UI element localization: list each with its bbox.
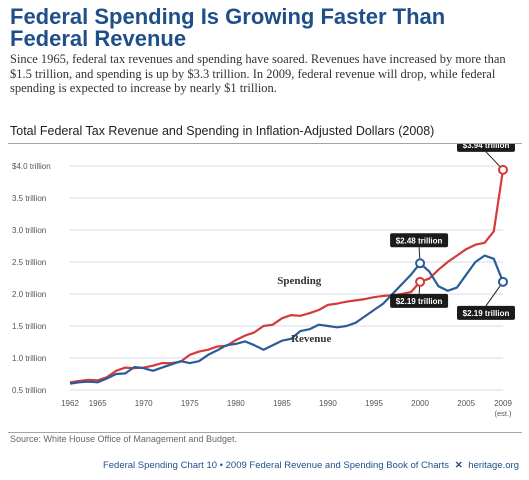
series-label-spending: Spending [277,275,322,287]
series-label-revenue: Revenue [291,333,331,345]
annotation-label: $2.48 trillion [396,236,443,245]
line-chart: 0.5 trillion 1.0 trillion 1.5 trillion 2.0 … [12,144,515,418]
x-tick-label: 2009 [494,399,512,408]
annotation-marker [415,276,426,287]
y-tick-label: 1.5 trillion [12,322,46,331]
annotation-marker [498,276,508,287]
x-tick-sublabel: (est.) [494,409,512,418]
annotation-box [457,144,515,152]
heritage-bell-icon: ✕ [454,460,463,471]
source-note: Source: White House Office of Management… [10,434,237,444]
y-tick-label: $4.0 trillion [12,162,51,171]
annotation-label: $2.19 trillion [463,309,510,318]
x-tick-label: 1990 [319,399,337,408]
x-tick-label: 1962 [61,399,79,408]
footer-site: heritage.org [468,460,519,471]
x-tick-label: 2000 [411,399,429,408]
x-tick-label: 1975 [181,399,199,408]
y-tick-label: 3.0 trillion [12,226,46,235]
y-tick-label: 3.5 trillion [12,194,46,203]
x-tick-label: 2005 [457,399,475,408]
x-tick-label: 1985 [273,399,291,408]
annotation-marker [498,164,508,175]
y-tick-label: 0.5 trillion [12,386,46,395]
annotation-label: $2.19 trillion [396,297,443,306]
y-tick-label: 2.0 trillion [12,290,46,299]
annotation-marker [415,258,426,269]
annotation-label: $3.94 trillion [463,144,510,150]
x-tick-label: 1980 [227,399,245,408]
chart-area: 0.5 trillion 1.0 trillion 1.5 trillion 2.0 … [8,143,522,433]
x-tick-label: 1970 [135,399,153,408]
y-tick-label: 1.0 trillion [12,354,46,363]
annotation-box [390,233,449,248]
x-tick-label: 1965 [89,399,107,408]
annotation-box [457,305,515,320]
intro-paragraph: Since 1965, federal tax revenues and spe… [10,52,506,95]
footer-bar: Federal Spending Chart 10 • 2009 Federal… [0,451,529,480]
x-tick-label: 1995 [365,399,383,408]
annotation-box [390,293,449,308]
footer-credit: Federal Spending Chart 10 • 2009 Federal… [102,460,450,471]
y-tick-label: 2.5 trillion [12,258,46,267]
series-line-revenue [69,254,505,385]
page-title: Federal Spending Is Growing Faster Than … [10,4,446,51]
chart-title: Total Federal Tax Revenue and Spending i… [10,124,435,138]
